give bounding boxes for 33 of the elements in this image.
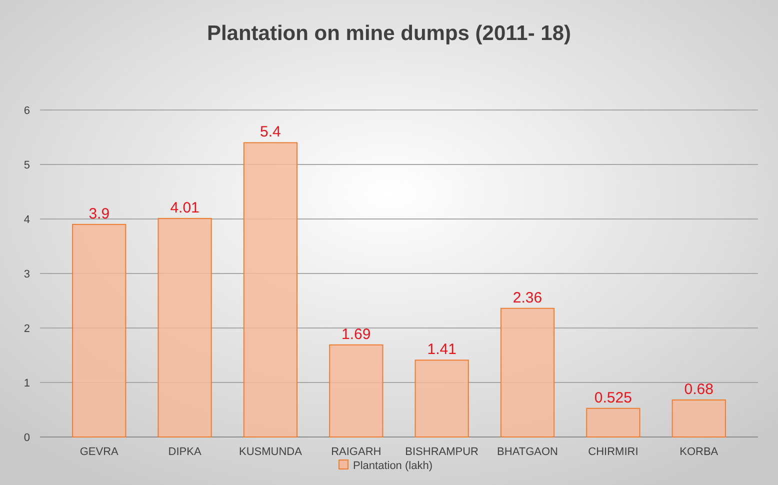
bar (243, 142, 298, 438)
data-label: 5.4 (260, 124, 281, 141)
bar (158, 218, 212, 438)
x-tick-label: RAIGARH (331, 446, 382, 458)
y-tick-label: 6 (24, 104, 30, 117)
data-label: 1.41 (427, 341, 456, 358)
x-tick-label: BHATGAON (497, 446, 558, 458)
x-tick-label: KUSMUNDA (239, 446, 303, 458)
bar (586, 408, 640, 438)
y-tick-label: 2 (24, 322, 30, 335)
bar (329, 344, 384, 438)
bar (672, 399, 726, 438)
y-tick-label: 3 (24, 268, 30, 280)
data-label: 0.68 (684, 380, 714, 398)
x-tick-label: BISHRAMPUR (405, 446, 479, 458)
x-tick-label: DIPKA (168, 446, 202, 458)
y-tick-label: 1 (24, 377, 30, 390)
bar (414, 360, 469, 438)
x-tick-label: KORBA (680, 446, 719, 458)
data-label: 2.36 (512, 289, 542, 306)
x-tick-label: GEVRA (80, 446, 120, 458)
bar (500, 308, 555, 438)
y-tick-label: 4 (24, 214, 30, 226)
chart-title: Plantation on mine dumps (2011- 18) (206, 22, 572, 45)
y-tick-label: 0 (24, 432, 30, 444)
data-label: 1.69 (342, 326, 371, 343)
bar (72, 224, 126, 438)
data-label: 0.525 (594, 389, 632, 406)
data-label: 4.01 (170, 199, 200, 216)
data-label: 3.9 (88, 205, 110, 222)
legend-label: Plantation (lakh) (353, 460, 432, 472)
y-tick-label: 5 (24, 159, 30, 172)
x-tick-label: CHIRMIRI (588, 446, 638, 458)
